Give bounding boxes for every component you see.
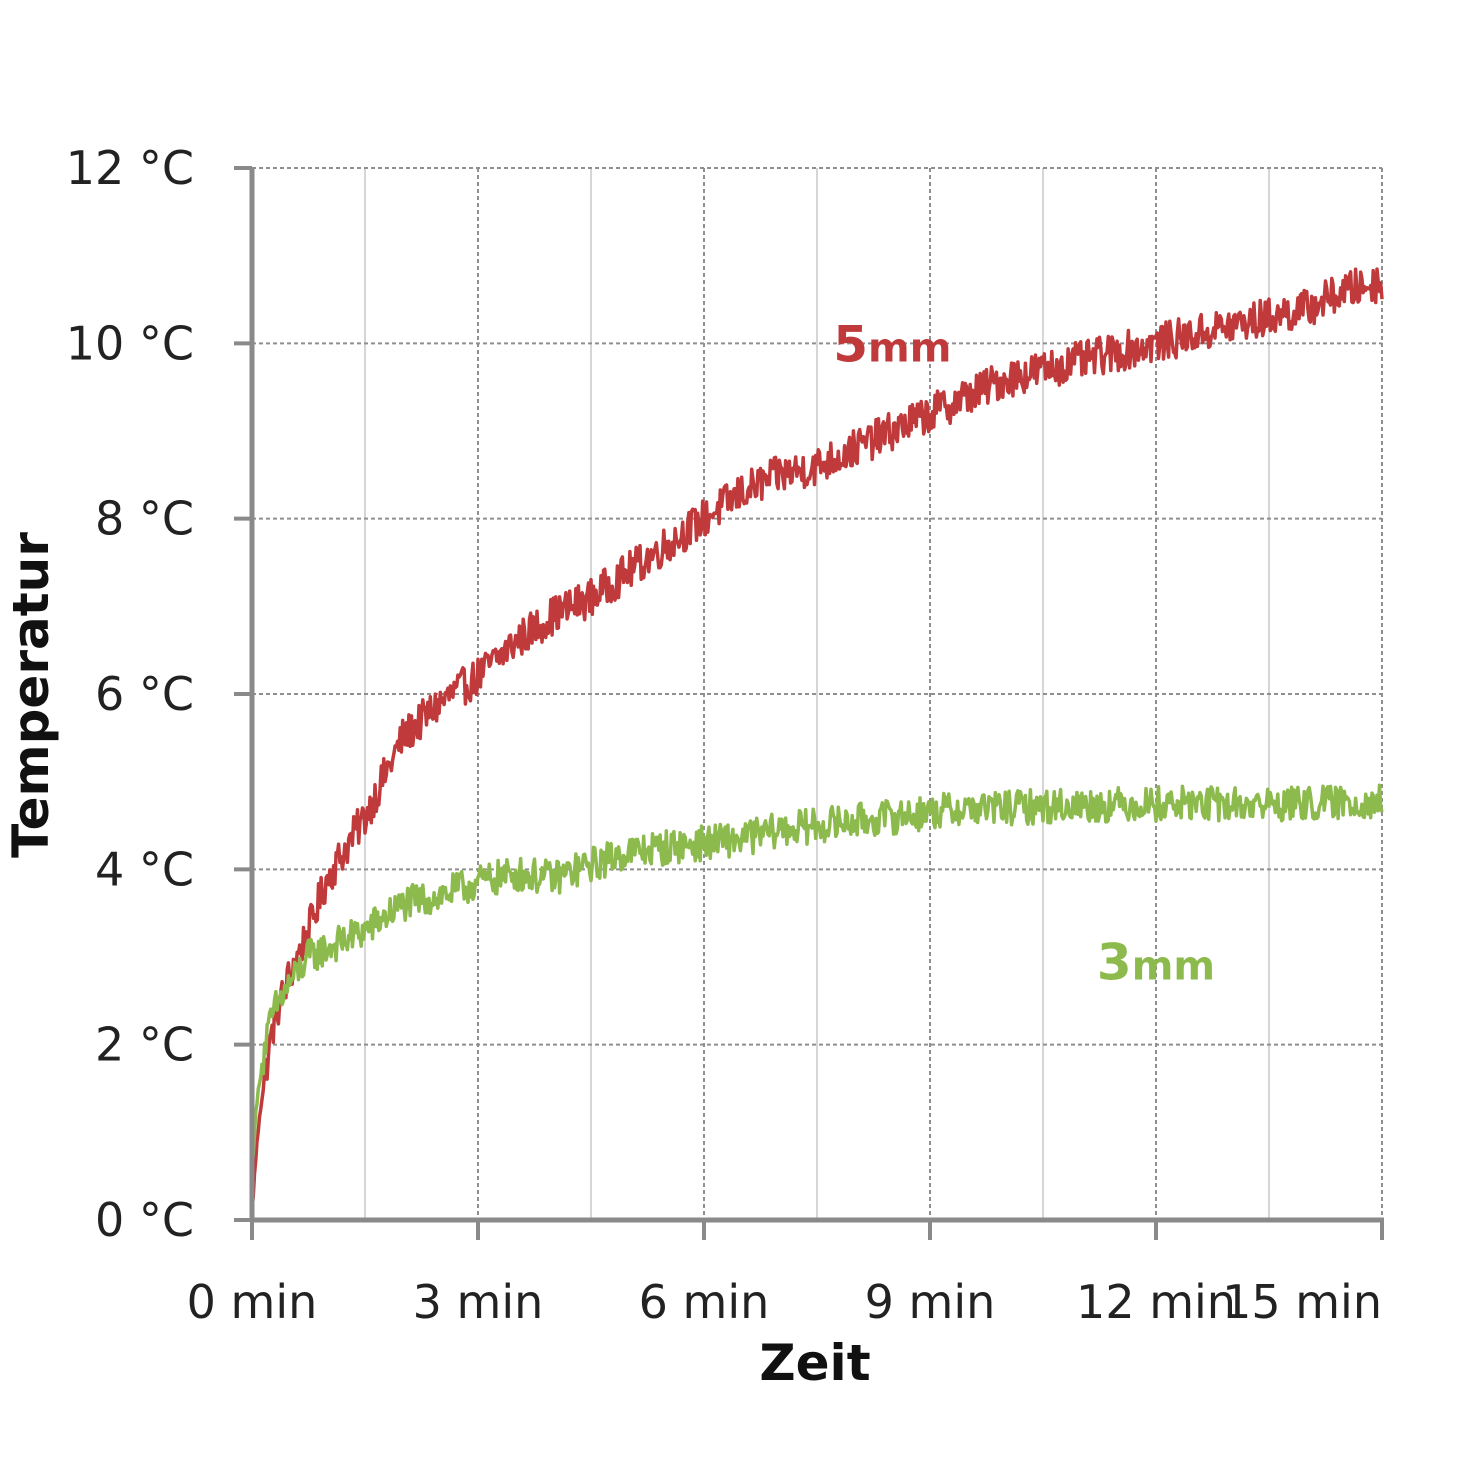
series-line-5mm	[250, 267, 1384, 1210]
series-label-3mm: 3mm	[1097, 933, 1215, 991]
tick-labels: 0 °C 2 °C 4 °C 6 °C 8 °C 10 °C 12 °C 0 min 3 min…	[66, 141, 1382, 1329]
x-tick-label: 15 min	[1222, 1275, 1382, 1329]
axes	[234, 166, 1384, 1240]
series-line-3mm	[250, 783, 1384, 1166]
y-axis-title: Temperatur	[2, 532, 60, 858]
series-lines	[250, 267, 1384, 1210]
y-tick-label: 12 °C	[66, 141, 194, 195]
y-tick-label: 6 °C	[95, 667, 194, 721]
x-tick-label: 9 min	[865, 1275, 996, 1329]
y-tick-label: 0 °C	[95, 1193, 194, 1247]
x-tick-label: 12 min	[1076, 1275, 1236, 1329]
x-tick-label: 3 min	[413, 1275, 544, 1329]
grid	[252, 167, 1383, 1220]
series-label-5mm: 5mm	[833, 315, 951, 373]
x-tick-label: 6 min	[639, 1275, 770, 1329]
x-tick-label: 0 min	[187, 1275, 318, 1329]
y-tick-label: 2 °C	[95, 1018, 194, 1072]
y-tick-label: 4 °C	[95, 842, 194, 896]
series-labels: 5mm 3mm	[833, 315, 1215, 991]
x-axis-title: Zeit	[759, 1334, 870, 1392]
y-tick-label: 10 °C	[66, 316, 194, 370]
y-tick-label: 8 °C	[95, 492, 194, 546]
